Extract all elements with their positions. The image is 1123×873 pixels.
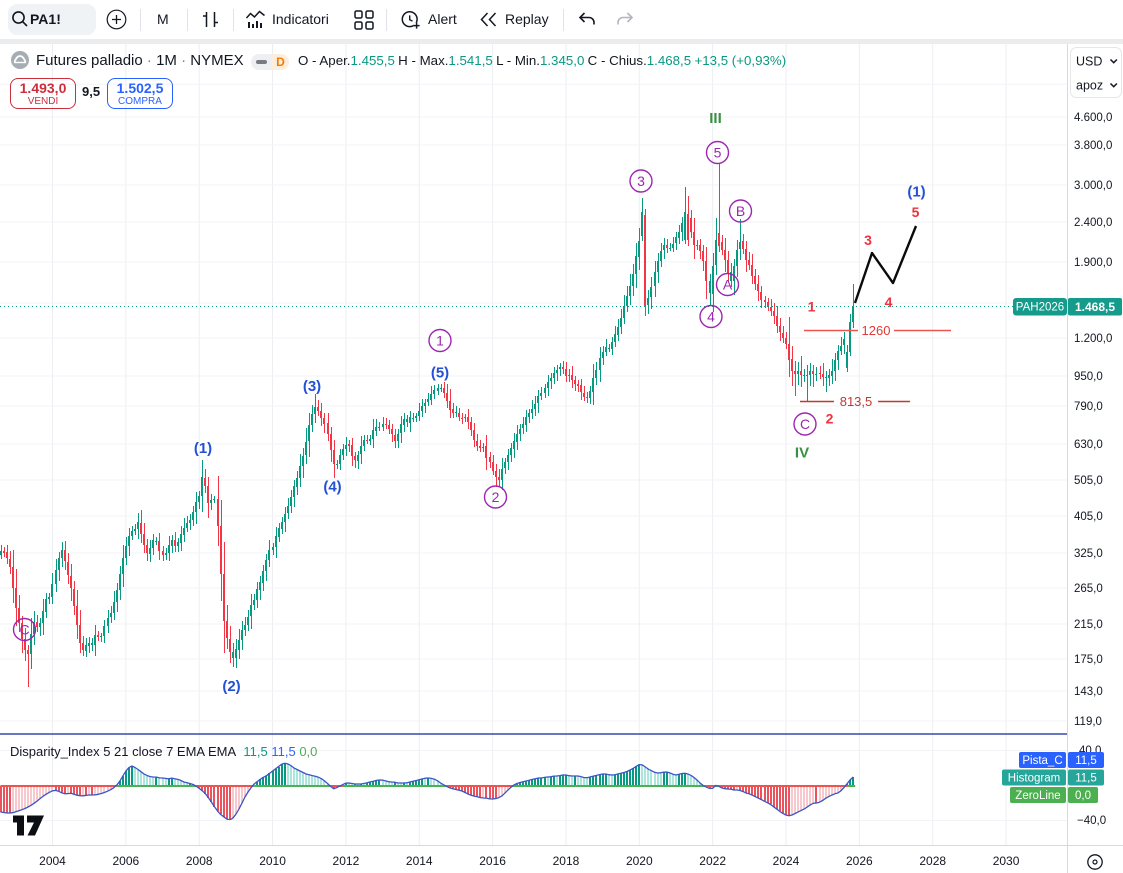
svg-text:2022: 2022	[699, 854, 726, 868]
svg-text:2018: 2018	[553, 854, 580, 868]
svg-text:USD: USD	[1076, 55, 1102, 69]
svg-text:2030: 2030	[993, 854, 1020, 868]
svg-text:4: 4	[707, 309, 715, 325]
svg-text:11,5: 11,5	[1075, 755, 1097, 767]
svg-text:C: C	[19, 622, 29, 638]
svg-text:4.600,0: 4.600,0	[1074, 112, 1112, 124]
svg-text:2008: 2008	[186, 854, 213, 868]
svg-text:325,0: 325,0	[1074, 548, 1103, 560]
svg-text:IV: IV	[795, 445, 809, 462]
svg-text:III: III	[709, 110, 722, 127]
svg-text:2: 2	[826, 411, 834, 427]
svg-text:175,0: 175,0	[1074, 654, 1103, 666]
svg-text:0,0: 0,0	[1075, 790, 1091, 802]
svg-text:Pista_C: Pista_C	[1022, 755, 1062, 767]
svg-text:3: 3	[864, 232, 872, 248]
svg-text:2006: 2006	[112, 854, 139, 868]
svg-text:ZeroLine: ZeroLine	[1015, 790, 1060, 802]
svg-text:2014: 2014	[406, 854, 433, 868]
svg-text:630,0: 630,0	[1074, 439, 1103, 451]
svg-text:1.468,5: 1.468,5	[1075, 300, 1115, 314]
svg-text:2016: 2016	[479, 854, 506, 868]
svg-text:215,0: 215,0	[1074, 619, 1103, 631]
svg-text:1: 1	[808, 299, 816, 315]
svg-text:PAH2026: PAH2026	[1016, 302, 1064, 314]
svg-text:5: 5	[714, 145, 722, 161]
svg-text:4: 4	[885, 294, 893, 310]
svg-text:(3): (3)	[303, 378, 321, 395]
svg-text:265,0: 265,0	[1074, 583, 1103, 595]
svg-text:3: 3	[637, 173, 645, 189]
svg-text:C: C	[800, 416, 810, 432]
svg-text:2012: 2012	[333, 854, 360, 868]
svg-text:405,0: 405,0	[1074, 511, 1103, 523]
svg-text:2026: 2026	[846, 854, 873, 868]
svg-text:2.400,0: 2.400,0	[1074, 217, 1112, 229]
svg-text:950,0: 950,0	[1074, 371, 1103, 383]
svg-text:1260: 1260	[862, 323, 891, 338]
svg-text:(2): (2)	[222, 678, 240, 695]
svg-text:119,0: 119,0	[1074, 716, 1102, 728]
svg-text:A: A	[723, 277, 733, 293]
svg-text:1.900,0: 1.900,0	[1074, 257, 1112, 269]
svg-text:505,0: 505,0	[1074, 475, 1103, 487]
svg-text:2028: 2028	[919, 854, 946, 868]
svg-text:(5): (5)	[431, 365, 449, 382]
svg-text:2004: 2004	[39, 854, 66, 868]
svg-text:813,5: 813,5	[840, 394, 873, 409]
svg-text:2: 2	[492, 489, 500, 505]
svg-text:(4): (4)	[323, 479, 341, 496]
svg-text:3.000,0: 3.000,0	[1074, 180, 1112, 192]
svg-text:2024: 2024	[773, 854, 800, 868]
svg-text:3.800,0: 3.800,0	[1074, 140, 1112, 152]
svg-text:2020: 2020	[626, 854, 653, 868]
svg-text:5: 5	[912, 204, 920, 220]
svg-text:11,5: 11,5	[1075, 773, 1097, 785]
svg-text:1: 1	[436, 333, 444, 349]
svg-text:1.200,0: 1.200,0	[1074, 333, 1112, 345]
svg-text:(1): (1)	[907, 184, 925, 201]
svg-text:2010: 2010	[259, 854, 286, 868]
svg-text:790,0: 790,0	[1074, 401, 1103, 413]
svg-text:143,0: 143,0	[1074, 686, 1103, 698]
svg-text:Histogram: Histogram	[1008, 773, 1060, 785]
svg-text:apoz: apoz	[1076, 79, 1103, 93]
svg-text:(1): (1)	[194, 440, 212, 457]
svg-text:B: B	[736, 203, 745, 219]
svg-text:−40,0: −40,0	[1077, 815, 1106, 827]
